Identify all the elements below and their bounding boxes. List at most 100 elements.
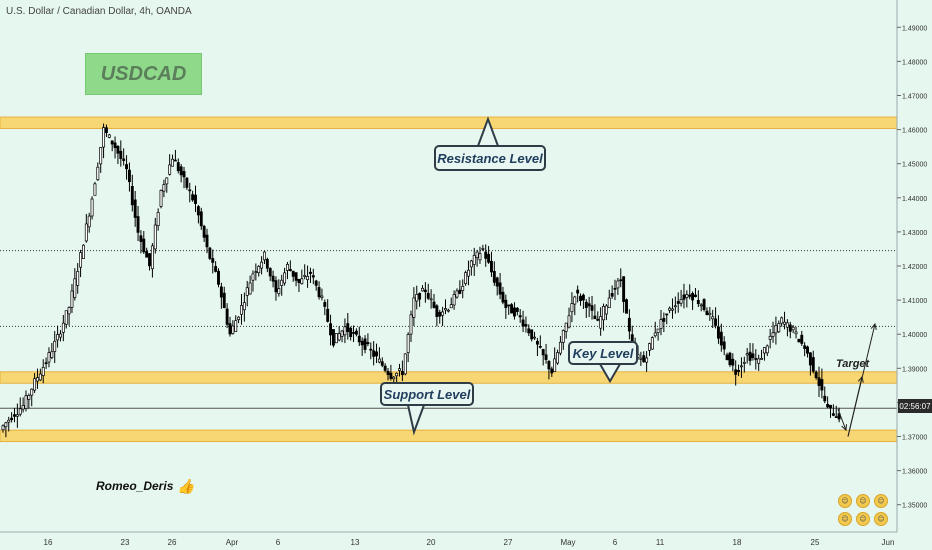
- candle-body: [173, 159, 177, 162]
- candle-body: [268, 268, 272, 277]
- candle-body: [791, 326, 795, 331]
- candle-body: [748, 351, 752, 361]
- candle-body: [794, 331, 798, 335]
- callout-pointers: [407, 116, 621, 436]
- candle-body: [33, 378, 37, 391]
- price-tick-label: 1.35000: [902, 503, 927, 510]
- time-tick-label: Apr: [226, 538, 239, 547]
- candle-body: [671, 308, 674, 311]
- candle-body: [625, 299, 628, 314]
- reaction-icon[interactable]: ☺: [874, 494, 888, 508]
- candle-body: [122, 158, 126, 161]
- candle-body: [386, 370, 390, 375]
- candle-body: [716, 326, 720, 339]
- candle-body: [653, 332, 657, 337]
- candle-body: [521, 319, 525, 327]
- candle-body: [116, 146, 120, 154]
- reaction-icon[interactable]: ☺: [838, 512, 852, 526]
- candle-body: [87, 215, 91, 228]
- candle-body: [265, 258, 269, 269]
- candle-body: [254, 271, 258, 273]
- candle-body: [283, 272, 287, 284]
- candle-body: [403, 353, 407, 375]
- candle-body: [331, 329, 335, 346]
- candle-body: [36, 377, 39, 382]
- candle-body: [326, 308, 330, 322]
- price-tick-label: 1.48000: [902, 59, 927, 66]
- candle-body: [369, 348, 373, 351]
- price-tick-label: 1.44000: [902, 196, 927, 203]
- candle-body: [558, 341, 562, 354]
- candle-body: [515, 307, 519, 312]
- candle-body: [673, 305, 677, 308]
- candle-body: [102, 127, 106, 148]
- candle-body: [306, 275, 310, 280]
- candle-body: [714, 318, 718, 326]
- candle-body: [734, 369, 738, 375]
- candle-body: [67, 307, 71, 315]
- candle-body: [4, 422, 8, 428]
- candle-body: [685, 294, 689, 298]
- candle-body: [449, 304, 453, 309]
- candle-body: [484, 251, 488, 259]
- candle-body: [760, 357, 763, 360]
- projection-arrows: [837, 322, 877, 437]
- candle-body: [524, 324, 528, 327]
- candle-body: [406, 334, 410, 353]
- reaction-icon[interactable]: ☺: [874, 512, 888, 526]
- reaction-icon[interactable]: ☺: [856, 512, 870, 526]
- time-tick-label: May: [560, 538, 575, 547]
- candle-body: [79, 252, 83, 268]
- candle-body: [352, 332, 355, 334]
- candle-body: [30, 388, 34, 396]
- candle-body: [418, 293, 422, 300]
- candle-body: [806, 346, 809, 354]
- time-tick-label: 18: [733, 538, 742, 547]
- candle-body: [73, 278, 77, 298]
- candle-body: [708, 312, 712, 316]
- candle-body: [702, 299, 706, 310]
- candle-body: [21, 405, 25, 410]
- reaction-icon[interactable]: ☺: [856, 494, 870, 508]
- instrument-title: U.S. Dollar / Canadian Dollar, 4h, OANDA: [6, 6, 192, 17]
- candle-body: [245, 287, 249, 296]
- resistance-zone: [0, 116, 898, 129]
- reaction-icon[interactable]: ☺: [838, 494, 852, 508]
- candle-body: [584, 301, 588, 308]
- candle-body: [567, 315, 571, 328]
- price-tick-label: 1.42000: [902, 264, 927, 271]
- candle-body: [547, 360, 551, 370]
- candle-body: [765, 345, 769, 354]
- candle-body: [153, 224, 157, 250]
- candle-body: [570, 303, 574, 313]
- candle-body: [650, 337, 654, 350]
- candle-body: [745, 353, 749, 356]
- candle-body: [831, 413, 835, 416]
- candle-body: [24, 395, 28, 409]
- candle-body: [803, 345, 807, 349]
- candle-body: [415, 294, 419, 302]
- candle-body: [432, 301, 436, 308]
- candle-body: [590, 305, 594, 311]
- thumbs-up-icon: 👍: [177, 478, 195, 494]
- candles-layer[interactable]: [1, 123, 841, 438]
- candle-body: [113, 142, 117, 149]
- candle-body: [219, 286, 223, 298]
- candle-body: [722, 341, 726, 350]
- candle-body: [70, 290, 74, 308]
- candle-body: [380, 361, 384, 366]
- candle-body: [478, 253, 482, 261]
- candle-body: [142, 238, 146, 253]
- candle-body: [93, 183, 97, 196]
- candle-body: [110, 140, 114, 145]
- reaction-badges[interactable]: ☺ ☺ ☺ ☺ ☺ ☺: [838, 494, 896, 526]
- candle-body: [13, 414, 16, 417]
- candle-body: [280, 279, 284, 286]
- price-tick-label: 1.36000: [902, 469, 927, 476]
- candle-body: [185, 177, 189, 188]
- candle-body: [274, 280, 278, 293]
- time-tick-label: 6: [276, 538, 281, 547]
- candle-body: [277, 288, 281, 294]
- support-zone: [0, 429, 898, 443]
- candle-body: [323, 301, 327, 307]
